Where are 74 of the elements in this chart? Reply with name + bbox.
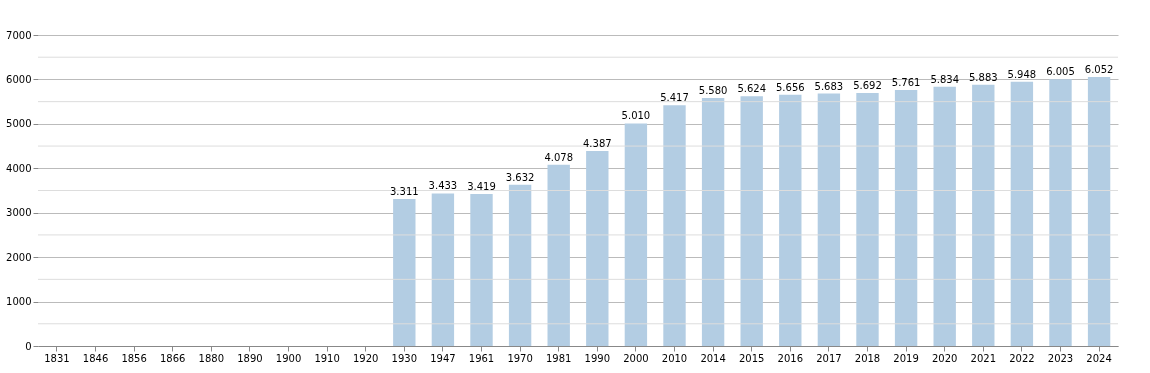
bar xyxy=(431,193,455,346)
x-tick-label: 2015 xyxy=(738,352,765,364)
data-label: 5.683 xyxy=(814,80,844,92)
data-label: 5.624 xyxy=(737,83,767,95)
bar xyxy=(586,151,609,346)
bar xyxy=(817,93,841,346)
data-label: 4.387 xyxy=(582,138,612,150)
x-tick-label: 1880 xyxy=(198,352,225,364)
x-tick-label: 1961 xyxy=(468,352,495,364)
bar xyxy=(393,198,416,346)
y-tick-label: 4000 xyxy=(6,162,32,174)
data-label: 6.005 xyxy=(1046,66,1075,78)
x-tick-label: 2021 xyxy=(970,352,997,364)
y-tick-label: 3000 xyxy=(6,207,32,219)
data-label: 3.311 xyxy=(389,185,419,197)
x-tick-label: 1920 xyxy=(352,352,379,364)
bar xyxy=(972,84,995,346)
x-tick-label: 2020 xyxy=(931,352,958,364)
x-tick-label: 1947 xyxy=(430,352,456,364)
data-label: 6.052 xyxy=(1084,64,1114,76)
x-tick-label: 1970 xyxy=(507,352,533,364)
data-label: 5.948 xyxy=(1007,68,1037,80)
x-tick-label: 2000 xyxy=(623,352,649,364)
data-label: 5.834 xyxy=(930,73,960,85)
bar xyxy=(933,86,956,346)
bar xyxy=(624,123,648,346)
x-tick-label: 2023 xyxy=(1047,352,1074,364)
data-label: 5.692 xyxy=(853,80,882,92)
bar xyxy=(740,96,763,346)
bar xyxy=(856,93,879,346)
x-tick-label: 1910 xyxy=(314,352,340,364)
y-tick-label: 2000 xyxy=(6,251,32,263)
bar xyxy=(894,90,918,346)
x-tick-label: 2022 xyxy=(1009,352,1035,364)
bar xyxy=(1010,81,1034,346)
x-tick-label: 1900 xyxy=(275,352,302,364)
x-tick-label: 2019 xyxy=(893,352,919,364)
bar xyxy=(470,194,493,346)
y-tick-label: 1000 xyxy=(6,296,32,308)
bar xyxy=(547,164,570,346)
data-label: 3.419 xyxy=(467,181,496,193)
x-tick-label: 2010 xyxy=(661,352,688,364)
data-label: 4.078 xyxy=(544,151,574,163)
y-tick-label: 6000 xyxy=(6,73,32,85)
y-tick-label: 7000 xyxy=(6,29,32,41)
bar xyxy=(701,98,725,346)
bar xyxy=(1049,79,1072,346)
x-tick-label: 1981 xyxy=(545,352,572,364)
x-tick-label: 1990 xyxy=(584,352,611,364)
data-label: 5.580 xyxy=(698,85,728,97)
data-label: 5.417 xyxy=(660,92,689,104)
data-label: 5.883 xyxy=(968,71,998,83)
bar xyxy=(663,105,686,346)
x-tick-label: 1856 xyxy=(121,352,147,364)
data-label: 5.656 xyxy=(775,81,805,93)
x-tick-label: 2024 xyxy=(1086,352,1112,364)
data-label: 3.433 xyxy=(428,180,458,192)
x-tick-label: 1831 xyxy=(44,352,70,364)
bar xyxy=(508,184,532,346)
bar xyxy=(779,94,802,346)
x-tick-label: 2014 xyxy=(700,352,726,364)
x-tick-label: 1930 xyxy=(391,352,418,364)
x-tick-label: 2016 xyxy=(777,352,804,364)
data-label: 5.010 xyxy=(621,110,651,122)
data-label: 3.632 xyxy=(505,171,535,183)
y-tick-label: 0 xyxy=(25,340,32,352)
x-tick-label: 1890 xyxy=(237,352,263,364)
y-tick-label: 5000 xyxy=(6,118,32,130)
x-tick-label: 1866 xyxy=(159,352,186,364)
x-tick-label: 1846 xyxy=(82,352,109,364)
x-tick-label: 2018 xyxy=(854,352,881,364)
bar xyxy=(1087,77,1111,346)
data-label: 5.761 xyxy=(891,77,921,89)
x-tick-label: 2017 xyxy=(816,352,842,364)
